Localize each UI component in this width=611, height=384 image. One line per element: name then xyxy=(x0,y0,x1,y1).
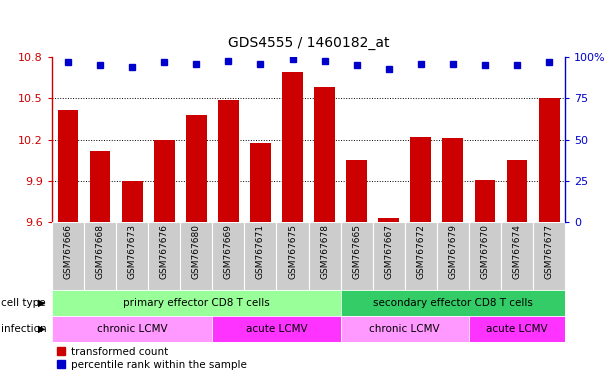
Text: GSM767677: GSM767677 xyxy=(544,224,554,279)
Bar xyxy=(116,222,148,290)
Bar xyxy=(250,142,271,222)
Text: primary effector CD8 T cells: primary effector CD8 T cells xyxy=(123,298,269,308)
Bar xyxy=(341,290,565,316)
Bar xyxy=(469,316,565,342)
Text: GSM767668: GSM767668 xyxy=(95,224,104,279)
Bar xyxy=(405,222,437,290)
Bar xyxy=(507,161,527,222)
Bar xyxy=(378,218,399,222)
Bar xyxy=(154,140,175,222)
Bar xyxy=(52,316,213,342)
Text: GSM767672: GSM767672 xyxy=(416,224,425,279)
Bar xyxy=(341,316,469,342)
Text: acute LCMV: acute LCMV xyxy=(486,324,548,334)
Bar xyxy=(469,222,501,290)
Bar xyxy=(475,180,496,222)
Bar xyxy=(213,316,341,342)
Bar xyxy=(346,161,367,222)
Text: GSM767676: GSM767676 xyxy=(159,224,169,279)
Text: chronic LCMV: chronic LCMV xyxy=(97,324,167,334)
Text: infection: infection xyxy=(1,324,46,334)
Bar xyxy=(84,222,116,290)
Bar xyxy=(533,222,565,290)
Bar xyxy=(52,222,84,290)
Text: GSM767673: GSM767673 xyxy=(128,224,137,279)
Bar xyxy=(501,222,533,290)
Bar xyxy=(148,222,180,290)
Text: GDS4555 / 1460182_at: GDS4555 / 1460182_at xyxy=(228,36,389,50)
Bar xyxy=(314,88,335,222)
Bar xyxy=(309,222,341,290)
Bar xyxy=(276,222,309,290)
Text: GSM767674: GSM767674 xyxy=(513,224,522,279)
Bar xyxy=(437,222,469,290)
Bar xyxy=(122,181,142,222)
Bar xyxy=(244,222,277,290)
Bar xyxy=(186,115,207,222)
Bar xyxy=(218,100,239,222)
Text: acute LCMV: acute LCMV xyxy=(246,324,307,334)
Bar xyxy=(442,138,463,222)
Text: GSM767670: GSM767670 xyxy=(480,224,489,279)
Bar xyxy=(373,222,404,290)
Bar xyxy=(52,290,341,316)
Bar xyxy=(90,151,111,222)
Text: GSM767678: GSM767678 xyxy=(320,224,329,279)
Text: cell type: cell type xyxy=(1,298,45,308)
Text: chronic LCMV: chronic LCMV xyxy=(370,324,440,334)
Text: GSM767666: GSM767666 xyxy=(64,224,73,279)
Text: GSM767665: GSM767665 xyxy=(352,224,361,279)
Bar xyxy=(57,109,78,222)
Bar xyxy=(539,99,560,222)
Text: ▶: ▶ xyxy=(38,324,46,334)
Text: ▶: ▶ xyxy=(38,298,46,308)
Text: secondary effector CD8 T cells: secondary effector CD8 T cells xyxy=(373,298,533,308)
Text: GSM767675: GSM767675 xyxy=(288,224,297,279)
Bar xyxy=(282,72,303,222)
Bar xyxy=(411,137,431,222)
Bar xyxy=(341,222,373,290)
Text: GSM767669: GSM767669 xyxy=(224,224,233,279)
Text: GSM767680: GSM767680 xyxy=(192,224,201,279)
Bar xyxy=(213,222,244,290)
Text: GSM767671: GSM767671 xyxy=(256,224,265,279)
Text: GSM767667: GSM767667 xyxy=(384,224,393,279)
Text: GSM767679: GSM767679 xyxy=(448,224,458,279)
Legend: transformed count, percentile rank within the sample: transformed count, percentile rank withi… xyxy=(57,347,247,370)
Bar xyxy=(180,222,213,290)
